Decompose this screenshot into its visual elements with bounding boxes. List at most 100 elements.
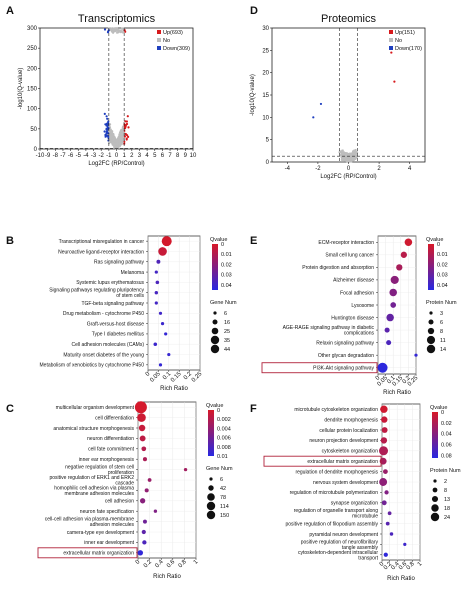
bubble-point-b: [161, 236, 172, 247]
volcano-point: [105, 130, 108, 133]
size-legend-label-c: 42: [220, 486, 226, 492]
bubble-point-e: [386, 340, 392, 346]
x-tick-label-a: 5: [153, 153, 157, 159]
volcano-point: [105, 124, 109, 127]
bubble-point-f: [385, 521, 390, 526]
bubble-point-e: [396, 264, 403, 271]
x-tick-label-a: 2: [130, 153, 134, 159]
size-legend-label-b: 35: [224, 338, 230, 344]
volcano-point: [115, 139, 118, 143]
term-label-c: negative regulation of stem cell: [65, 465, 134, 471]
bubble-point-e: [389, 288, 397, 297]
bubble-point-f: [380, 437, 388, 444]
volcano-point: [118, 145, 121, 148]
highlight-box-c: [37, 547, 138, 559]
size-legend-dot-f: [430, 512, 440, 522]
legend-swatch-d: [389, 46, 393, 50]
volcano-point: [106, 117, 109, 120]
size-legend-label-c: 150: [220, 513, 229, 519]
term-label-e: Lysosome: [351, 303, 374, 309]
size-legend-label-c: 114: [220, 504, 229, 510]
term-label-b: Maturity onset diabetes of the young: [63, 352, 144, 358]
x-tick-label-b: 0.1: [162, 371, 173, 382]
term-label-c: inner ear development: [84, 540, 134, 546]
size-legend-dot-c: [209, 477, 213, 481]
bubble-point-c: [137, 413, 146, 422]
x-tick-label-a: 4: [145, 153, 149, 159]
bubble-point-f: [381, 416, 388, 423]
bubble-point-f: [384, 490, 389, 495]
x-tick-label-a: -10: [36, 153, 45, 159]
colorbar-tick-f: 0.08: [441, 453, 452, 459]
legend-swatch-a: [157, 30, 161, 34]
size-legend-label-e: 14: [440, 347, 446, 353]
term-label-f: regulation of microtubule polymerization: [290, 490, 379, 496]
bubble-point-c: [141, 529, 146, 535]
term-label-b: of stem cells: [116, 293, 144, 299]
size-legend-title-e: Protein Num: [426, 300, 457, 306]
size-legend-label-e: 3: [440, 311, 443, 317]
x-tick-label-c: 0.6: [166, 559, 177, 570]
volcano-point: [103, 130, 106, 133]
colorbar-tick-b: 0.02: [221, 262, 232, 268]
term-label-b: Ras signaling pathway: [94, 260, 145, 266]
x-tick-label-c: 0.8: [178, 559, 189, 570]
bubble-point-c: [142, 457, 147, 462]
term-label-f: nervous system development: [313, 480, 379, 486]
term-label-f: cytoskeleton-dependent intracellular: [298, 550, 378, 556]
y-tick-label-a: 300: [27, 26, 38, 32]
size-legend-dot-e: [426, 344, 436, 354]
x-tick-label-d: 2: [377, 166, 381, 172]
bubble-point-e: [400, 251, 407, 258]
size-legend-dot-f: [432, 487, 438, 493]
panel-label-d: D: [250, 5, 258, 17]
term-label-f: extracellular matrix organization: [307, 459, 378, 465]
volcano-point: [319, 102, 323, 106]
term-label-b: Signaling pathways regulating pluripoten…: [49, 288, 144, 294]
bubble-point-e: [404, 238, 413, 247]
bubble-point-c: [142, 540, 147, 545]
bubble-point-e: [390, 275, 399, 284]
term-label-c: multicellular organism development: [56, 405, 135, 411]
volcano-point: [112, 134, 115, 137]
size-legend-dot-f: [433, 479, 437, 483]
x-tick-label-a: 8: [176, 153, 180, 159]
bubble-point-c: [142, 519, 147, 524]
term-label-f: positive regulation of filopodium assemb…: [285, 521, 378, 527]
volcano-point: [119, 29, 122, 32]
x-tick-label-a: -9: [45, 153, 51, 159]
term-label-f: transport: [358, 555, 378, 561]
bubble-point-b: [158, 363, 163, 367]
x-tick-label-d: -4: [285, 166, 291, 172]
term-label-c: proliferation: [108, 470, 134, 476]
x-tick-label-a: -4: [83, 153, 89, 159]
x-axis-label-e: Rich Ratio: [383, 390, 411, 396]
size-legend-label-c: 6: [220, 477, 223, 483]
term-label-c: cell fate commitment: [88, 447, 134, 453]
term-label-f: positive regulation of neurofibrillary: [301, 539, 379, 545]
term-label-c: cell differentiation: [95, 415, 134, 421]
volcano-point: [341, 152, 344, 155]
bubble-point-b: [158, 311, 163, 315]
volcano-point: [105, 127, 108, 130]
x-axis-label-d: Log2FC (RP/Control): [320, 174, 376, 180]
colorbar-title-c: Qvalue: [206, 403, 223, 409]
volcano-point: [109, 130, 112, 133]
x-tick-label-d: 4: [408, 166, 412, 172]
x-tick-label-a: -6: [68, 153, 74, 159]
x-tick-label-d: 0: [347, 166, 351, 172]
term-label-c: anatomical structure morphogenesis: [53, 426, 134, 432]
y-tick-label-d: 15: [262, 93, 269, 99]
volcano-point: [103, 112, 106, 115]
colorbar-tick-b: 0.01: [221, 252, 232, 258]
colorbar-tick-c: 0.004: [217, 426, 231, 432]
volcano-point: [105, 134, 108, 137]
x-tick-label-a: 9: [184, 153, 188, 159]
size-legend-label-c: 78: [220, 495, 226, 501]
size-legend-dot-c: [208, 485, 214, 491]
colorbar-c: [208, 410, 214, 456]
bubble-point-f: [403, 542, 407, 547]
term-label-c: neuron fate specification: [80, 509, 134, 515]
x-tick-label-a: 3: [138, 153, 142, 159]
x-axis-label-a: Log2FC (RP/Control): [88, 161, 144, 167]
